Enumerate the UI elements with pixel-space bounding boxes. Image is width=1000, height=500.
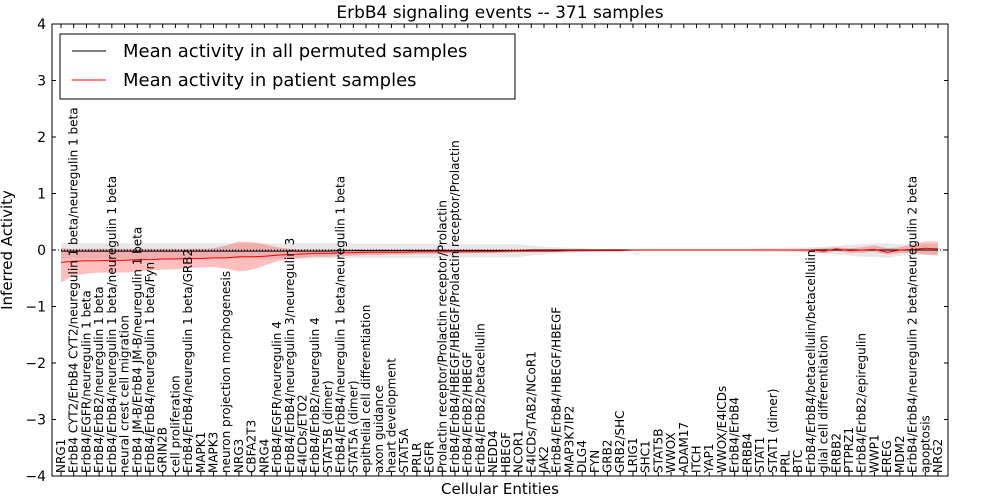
x-tick-label: ERBB4 [740, 433, 754, 473]
x-tick-label: STAT5A [397, 428, 411, 473]
x-tick-label: LRIG1 [626, 438, 640, 474]
x-tick-label: MAP3K7IP2 [562, 406, 576, 473]
x-tick-label: PRLR [410, 442, 424, 473]
x-tick-label: PRL [779, 450, 793, 473]
legend-label-permuted: Mean activity in all permuted samples [123, 41, 467, 62]
x-tick-label: epithelial cell differentiation [359, 305, 373, 473]
x-tick-label: DLG4 [575, 440, 589, 473]
x-tick-label: cell proliferation [168, 375, 182, 473]
x-tick-label: ErbB4/ErbB4/neuregulin 3/neuregulin 3 [283, 238, 297, 473]
x-tick-label: YAP1 [702, 444, 716, 474]
x-tick-label: ErbB4 CYT2/ErbB4 CYT2/neuregulin 1 beta/… [67, 107, 81, 473]
x-tick-label: MDM2 [893, 435, 907, 473]
y-tick-label: −2 [25, 356, 46, 372]
x-tick-label: SHC1 [639, 440, 653, 473]
x-tick-label: heart development [385, 358, 399, 473]
x-tick-label: axon guidance [372, 385, 386, 473]
line-series-1 [60, 247, 939, 263]
legend-box [59, 33, 516, 100]
x-tick-label: FYN [588, 450, 602, 473]
x-tick-label: ErbB4/ErbB4/neuregulin 2 beta/neuregulin… [906, 176, 920, 473]
x-tick-label: E4ICDs/ETO2 [296, 394, 310, 473]
legend: Mean activity in all permuted samples Me… [59, 33, 516, 100]
x-tick-label: ITCH [690, 445, 704, 473]
y-tick-label: 2 [37, 130, 46, 146]
x-tick-label: STAT5B (dimer) [321, 380, 335, 473]
x-tick-label: ADAM17 [677, 422, 691, 473]
x-tick-label: ErbB4/ErbB2/betacellulin [473, 323, 487, 473]
x-tick-label: glial cell differentiation [817, 335, 831, 473]
x-tick-label: ErbB4/ErbB2/epiregulin [855, 333, 869, 473]
x-tick-label: MAPK1 [194, 432, 208, 473]
chart-title: ErbB4 signaling events -- 371 samples [336, 3, 663, 23]
x-tick-label: ErbB4/ErbB4/neuregulin 1 beta/Fyn [143, 262, 157, 473]
y-tick-label: 0 [37, 243, 46, 259]
x-tick-label: NRG1 [54, 439, 68, 473]
x-tick-label: STAT5B [651, 429, 665, 474]
x-tick-label: WWOX [664, 432, 678, 473]
x-tick-label: NRG2 [931, 439, 945, 473]
x-tick-label: MAPK3 [207, 432, 221, 473]
y-axis: 4 3 2 1 0 −1 −2 −3 −4 [25, 17, 948, 485]
x-tick-label: BTC [791, 450, 805, 473]
x-tick-label: ErbB4/ErbB4 [728, 397, 742, 473]
x-tick-label: EGFR [423, 441, 437, 473]
x-tick-label: ErbB4/ErbB4/betacellulin/betacellulin [804, 250, 818, 473]
band-series-1 [61, 241, 938, 283]
x-tick-label: Prolactin receptor/Prolactin receptor/Pr… [435, 200, 449, 473]
y-tick-label: 4 [37, 17, 46, 33]
x-tick-label: GRIN2B [156, 427, 170, 473]
x-tick-label: NRG3 [232, 439, 246, 473]
x-tick-label: ErbB4/ErbB4/HBEGF/HBEGF [550, 307, 564, 473]
x-tick-label: WWP1 [867, 434, 881, 473]
series-lines [60, 247, 939, 263]
x-tick-label: ErbB4/ErbB2/neuregulin 1 beta [92, 286, 106, 473]
x-tick-label: NEDD4 [486, 430, 500, 473]
x-tick-label: neuron projection morphogenesis [219, 271, 233, 473]
x-tick-label: NCOR1 [512, 430, 526, 473]
x-tick-label: ErbB4/ErbB4/neuregulin 1 beta/GRB2 [181, 249, 195, 473]
y-tick-label: −3 [25, 413, 46, 429]
y-tick-label: −4 [25, 469, 46, 485]
x-tick-label: GRB2/SHC [613, 410, 627, 473]
x-tick-label: EREG [880, 440, 894, 473]
y-tick-label: 3 [37, 74, 46, 90]
x-axis-label: Cellular Entities [441, 480, 559, 498]
x-tick-label: apoptosis [918, 415, 932, 473]
x-tick-label: STAT1 (dimer) [766, 389, 780, 473]
x-tick-label: ErbB4/EGFR/neuregulin 1 beta [79, 290, 93, 473]
x-tick-label: GRB2 [601, 439, 615, 473]
y-axis-label: Inferred Activity [0, 190, 16, 310]
x-tick-label: CBFA2T3 [245, 420, 259, 473]
x-tick-label: STAT1 [753, 437, 767, 473]
x-tick-label: ErbB4/ErbB4/HBEGF/HBEGF/Prolactin recept… [448, 140, 462, 473]
plot-frame [51, 23, 949, 477]
x-tick-label: ErbB4/EGFR/neuregulin 4 [270, 321, 284, 473]
y-tick-label: 1 [37, 187, 46, 203]
x-tick-label: JAK2 [537, 446, 551, 474]
x-tick-label: ERBB2 [829, 433, 843, 473]
x-tick-label: ErbB4/ErbB4/neuregulin 1 beta/neuregulin… [105, 176, 119, 473]
x-tick-label: PTPRZ1 [842, 427, 856, 473]
x-tick-label: ErbB4 JM-B/ErbB4 JM-B/neuregulin 1 beta [130, 227, 144, 473]
x-tick-label: ErbB4/ErbB2/HBEGF [461, 352, 475, 473]
x-tick-label: ErbB4/ErbB2/neuregulin 4 [308, 317, 322, 473]
x-tick-label: E4ICDs/TAB2/NCoR1 [524, 351, 538, 473]
x-tick-label: neural crest cell migration [118, 315, 132, 473]
x-tick-label: HBEGF [499, 432, 513, 473]
x-tick-label: WWOX/E4ICDs [715, 386, 729, 473]
x-tick-label: NRG4 [257, 439, 271, 473]
legend-label-patient: Mean activity in patient samples [123, 70, 417, 91]
x-tick-label: ErbB4/ErbB4/neuregulin 1 beta/neuregulin… [334, 176, 348, 473]
x-tick-label: STAT5A (dimer) [346, 380, 360, 473]
y-tick-label: −1 [25, 300, 46, 316]
